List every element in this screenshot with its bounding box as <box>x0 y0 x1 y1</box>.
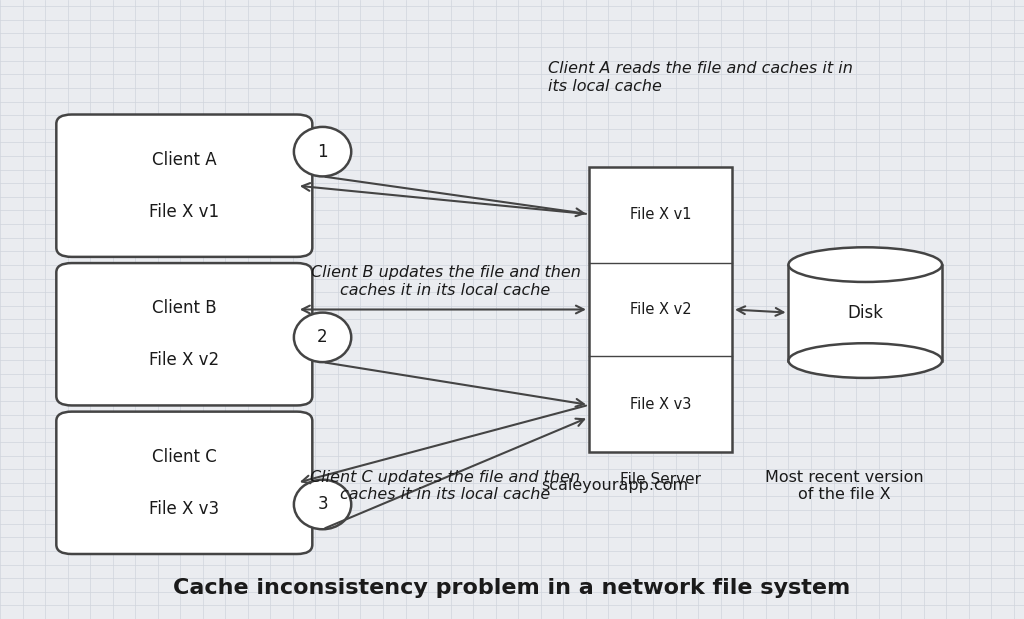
Text: Client A: Client A <box>152 150 217 169</box>
Text: Client B updates the file and then
caches it in its local cache: Client B updates the file and then cache… <box>310 266 581 298</box>
Text: File X v1: File X v1 <box>630 207 691 222</box>
Text: Disk: Disk <box>847 303 884 322</box>
Text: File X v3: File X v3 <box>630 397 691 412</box>
Ellipse shape <box>294 480 351 529</box>
Text: Client B: Client B <box>152 299 217 318</box>
Text: 3: 3 <box>317 495 328 514</box>
Text: File X v2: File X v2 <box>150 351 219 370</box>
Ellipse shape <box>788 247 942 282</box>
Text: Cache inconsistency problem in a network file system: Cache inconsistency problem in a network… <box>173 578 851 598</box>
Text: Client C: Client C <box>152 448 217 466</box>
Text: File Server: File Server <box>620 472 701 487</box>
FancyBboxPatch shape <box>56 115 312 257</box>
Text: Client A reads the file and caches it in
its local cache: Client A reads the file and caches it in… <box>548 61 853 93</box>
FancyBboxPatch shape <box>56 263 312 405</box>
Ellipse shape <box>294 127 351 176</box>
Text: Most recent version
of the file X: Most recent version of the file X <box>766 470 924 502</box>
Bar <box>788 264 942 360</box>
Bar <box>589 167 732 452</box>
Text: Client C updates the file and then
caches it in its local cache: Client C updates the file and then cache… <box>310 470 581 502</box>
FancyBboxPatch shape <box>56 412 312 554</box>
Text: File X v2: File X v2 <box>630 302 691 317</box>
Ellipse shape <box>788 343 942 378</box>
Text: scaleyourapp.com: scaleyourapp.com <box>541 478 688 493</box>
Text: 2: 2 <box>317 328 328 347</box>
Text: File X v1: File X v1 <box>150 202 219 221</box>
Text: File X v3: File X v3 <box>150 500 219 518</box>
Text: 1: 1 <box>317 142 328 161</box>
Ellipse shape <box>294 313 351 362</box>
